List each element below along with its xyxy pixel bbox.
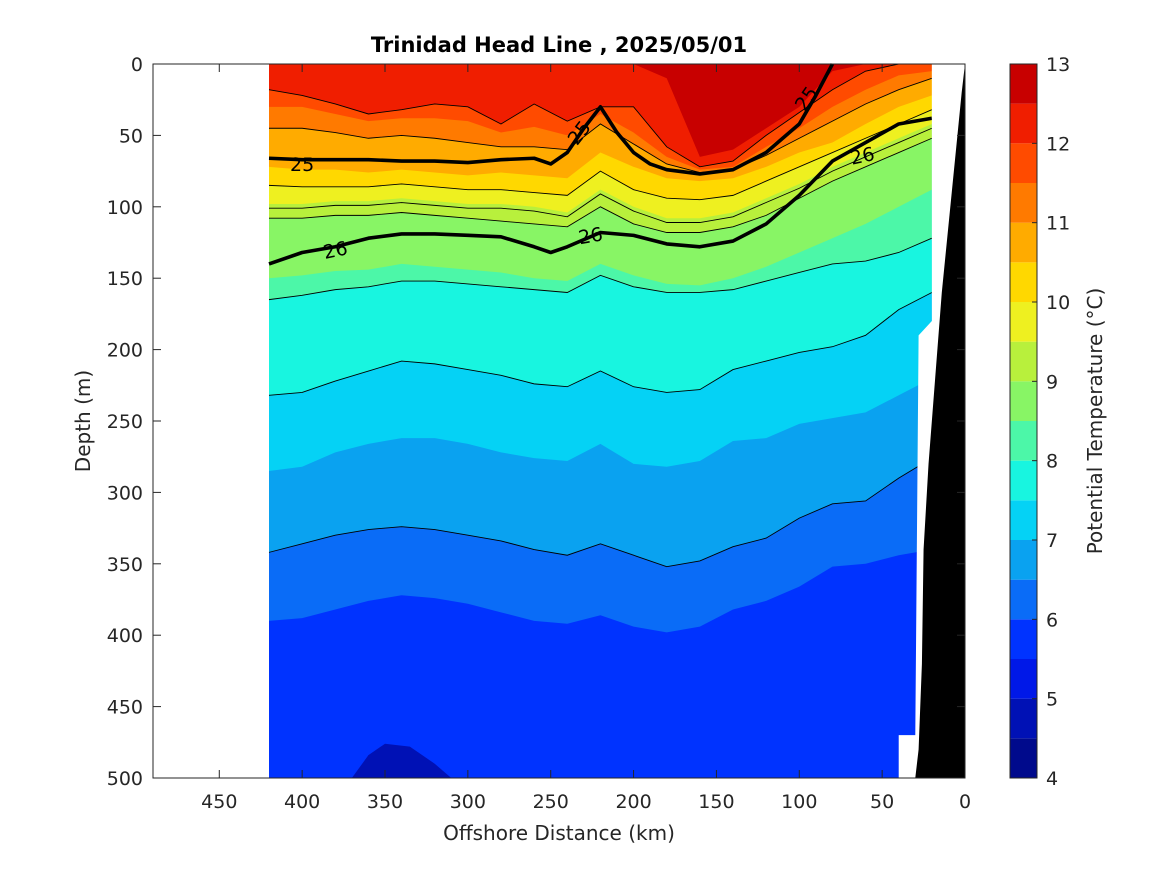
- y-tick-label-50: 50: [119, 125, 143, 147]
- contour-label-5: 26: [848, 143, 876, 170]
- colorbar-tick-label-13: 13: [1046, 54, 1070, 76]
- colorbar-label: Potential Temperature (°C): [1083, 288, 1107, 555]
- colorbar-tick-label-7: 7: [1046, 530, 1058, 552]
- y-tick-label-100: 100: [107, 197, 143, 219]
- thin-contour-6: [268, 457, 933, 568]
- colorbar-swatch-0: [1010, 738, 1037, 778]
- x-tick-label-150: 150: [698, 791, 734, 813]
- fill-band-12: [269, 64, 932, 157]
- temperature-fill-layers: [269, 64, 932, 778]
- colorbar-swatch-11: [1010, 302, 1037, 342]
- y-tick-label-350: 350: [107, 554, 143, 576]
- x-tick-label-400: 400: [284, 791, 320, 813]
- colorbar-swatch-14: [1010, 183, 1037, 223]
- seafloor: [915, 64, 965, 778]
- y-tick-label-200: 200: [107, 340, 143, 362]
- colorbar-swatch-16: [1010, 103, 1037, 144]
- contour-label-0: 25: [290, 154, 314, 176]
- x-tick-label-300: 300: [450, 791, 486, 813]
- colorbar-swatch-4: [1010, 579, 1037, 620]
- colorbar: 4 5 6 7 8 9 10 11 12 13: [1009, 54, 1070, 790]
- colorbar-swatch-15: [1010, 143, 1037, 183]
- colorbar-tick-label-11: 11: [1046, 213, 1070, 235]
- colorbar-swatch-3: [1010, 619, 1037, 659]
- x-axis-ticks: 450 400 350 300 250 200 150 100 50 0: [201, 64, 971, 813]
- density-contour-lines: [268, 63, 933, 266]
- contour-label-text: 26: [848, 143, 876, 170]
- colorbar-swatch-9: [1010, 381, 1037, 421]
- colorbar-swatch-10: [1010, 341, 1037, 382]
- x-tick-label-0: 0: [959, 791, 971, 813]
- contour-label-text: 26: [577, 223, 605, 249]
- colorbar-swatch-8: [1010, 421, 1037, 461]
- colorbar-tick-label-10: 10: [1046, 292, 1070, 314]
- colorbar-swatch-13: [1010, 222, 1037, 263]
- thin-contour-9-5: [268, 109, 933, 201]
- colorbar-swatch-7: [1010, 460, 1037, 501]
- y-tick-label-500: 500: [107, 768, 143, 790]
- y-tick-label-150: 150: [107, 268, 143, 290]
- colorbar-tick-label-9: 9: [1046, 371, 1058, 393]
- thin-contour-10-5: [269, 77, 933, 173]
- fill-band-deep-patch: [351, 743, 452, 778]
- colorbar-tick-label-12: 12: [1046, 133, 1070, 155]
- colorbar-swatch-2: [1010, 659, 1037, 699]
- y-tick-label-250: 250: [107, 411, 143, 433]
- x-tick-label-50: 50: [870, 791, 894, 813]
- colorbar-frame: [1009, 63, 1038, 779]
- density-contour-26: [268, 116, 933, 266]
- y-tick-label-300: 300: [107, 482, 143, 504]
- bathymetry-layer: [898, 64, 965, 778]
- thin-contour-7-5: [268, 237, 933, 301]
- colorbar-tick-label-5: 5: [1046, 689, 1058, 711]
- x-tick-label-250: 250: [533, 791, 569, 813]
- colorbar-swatch-17: [1010, 64, 1037, 104]
- x-axis-label: Offshore Distance (km): [443, 821, 675, 845]
- chart-title: Trinidad Head Line , 2025/05/01: [371, 33, 747, 57]
- thin-contour-7: [268, 292, 933, 396]
- y-axis-label: Depth (m): [71, 370, 95, 472]
- colorbar-tick-label-8: 8: [1046, 451, 1058, 473]
- colorbar-swatch-5: [1010, 540, 1037, 580]
- contour-label-4: 26: [577, 223, 605, 249]
- colorbar-swatch-1: [1010, 698, 1037, 739]
- x-tick-label-450: 450: [201, 791, 237, 813]
- contour-label-text: 25: [290, 154, 314, 176]
- contour-label-3: 26: [321, 237, 349, 264]
- x-tick-label-350: 350: [367, 791, 403, 813]
- colorbar-tick-label-6: 6: [1046, 609, 1058, 631]
- y-axis-ticks: 0 50 100 150 200 250 300 350 400 450 500: [107, 54, 965, 790]
- y-tick-label-0: 0: [131, 54, 143, 76]
- y-tick-label-450: 450: [107, 697, 143, 719]
- x-tick-label-100: 100: [781, 791, 817, 813]
- thin-contour-9: [269, 127, 933, 223]
- density-contour-25: [268, 63, 835, 176]
- colorbar-swatch-12: [1010, 262, 1037, 302]
- thin-contour-8-5: [269, 137, 933, 233]
- colorbar-tick-label-4: 4: [1046, 768, 1058, 790]
- y-tick-label-400: 400: [107, 625, 143, 647]
- colorbar-swatch-6: [1010, 500, 1037, 540]
- contour-label-text: 26: [321, 237, 349, 264]
- x-tick-label-200: 200: [615, 791, 651, 813]
